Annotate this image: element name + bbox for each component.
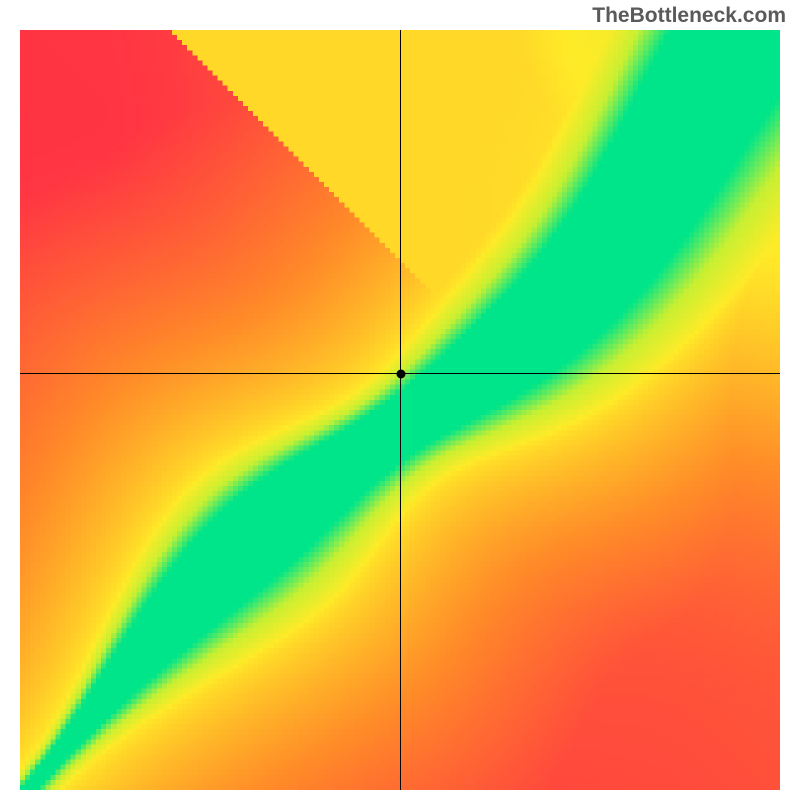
crosshair-marker <box>396 369 405 378</box>
chart-container: TheBottleneck.com <box>0 0 800 800</box>
watermark-text: TheBottleneck.com <box>592 4 786 28</box>
crosshair-vertical <box>400 30 401 790</box>
